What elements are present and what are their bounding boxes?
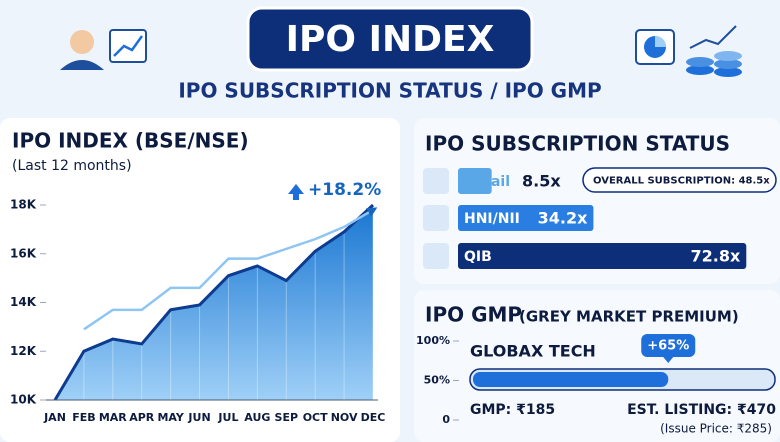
- bar: [458, 168, 492, 194]
- x-tick-label: MAR: [99, 411, 127, 424]
- y-tick-label: 100%: [416, 334, 450, 347]
- category-label: HNI/NII: [464, 211, 520, 227]
- value-label: 72.8x: [690, 247, 740, 266]
- x-tick-label: JUL: [217, 411, 238, 424]
- gmp-note: GMP: ₹185: [470, 402, 555, 418]
- icon-box: [423, 168, 449, 194]
- value-label: 34.2x: [538, 209, 588, 228]
- area: [55, 205, 373, 400]
- x-tick-label: FEB: [72, 411, 95, 424]
- y-tick-label: 12K: [10, 344, 37, 358]
- category-label: Retail: [464, 174, 510, 190]
- icon-box: [423, 243, 449, 269]
- value-pill: [641, 334, 696, 357]
- coins-icon: [686, 25, 742, 77]
- title-banner: [246, 6, 534, 72]
- chart-subtitle: (GREY MARKET PREMIUM): [519, 308, 739, 326]
- chart-icon: [109, 29, 147, 63]
- icon-box: [423, 205, 449, 231]
- y-tick-label: 0: [442, 413, 450, 426]
- person-icon: [60, 30, 104, 70]
- subscription-card: [414, 118, 780, 284]
- x-tick-label: JUN: [187, 411, 210, 424]
- annotation: +18.2%: [308, 180, 381, 200]
- line: [53, 203, 375, 401]
- x-tick-label: SEP: [275, 411, 299, 424]
- y-tick-label: 14K: [10, 295, 37, 309]
- y-tick-label: 16K: [10, 246, 37, 260]
- chart-subtitle: (Last 12 months): [12, 158, 132, 174]
- x-tick-label: NOV: [331, 411, 358, 424]
- gmp-card: [414, 290, 780, 442]
- value-label: 8.5x: [522, 172, 561, 191]
- y-tick-label: 50%: [424, 374, 450, 387]
- pill-pointer: [663, 357, 674, 363]
- chart-title: IPO INDEX (BSE/NSE): [12, 129, 249, 153]
- pie-icon: [635, 29, 675, 65]
- issue-price-note: (Issue Price: ₹285): [660, 422, 772, 436]
- y-tick-label: 18K: [10, 198, 37, 212]
- value-label: +65%: [647, 339, 689, 354]
- company-name: GLOBAX TECH: [470, 342, 596, 361]
- progress-bar: [473, 372, 669, 387]
- bar: [458, 205, 594, 231]
- up-arrow-icon: [288, 184, 304, 200]
- listing-note: EST. LISTING: ₹470: [627, 402, 776, 418]
- x-tick-label: JAN: [43, 411, 66, 424]
- y-tick-label: 10K: [10, 393, 37, 407]
- trend-line: [83, 207, 378, 331]
- overall-pill: [582, 167, 777, 193]
- x-tick-label: APR: [129, 411, 155, 424]
- x-tick-label: AUG: [244, 411, 270, 424]
- bar: [458, 243, 747, 269]
- x-tick-label: OCT: [303, 411, 328, 424]
- overall-subscription: OVERALL SUBSCRIPTION: 48.5x: [593, 176, 770, 187]
- page-title: IPO INDEX: [286, 19, 495, 60]
- category-label: QIB: [464, 249, 492, 265]
- chart-title: IPO GMP: [425, 303, 522, 327]
- chart-title: IPO SUBSCRIPTION STATUS: [425, 132, 730, 156]
- x-tick-label: MAY: [157, 411, 184, 424]
- page-subtitle: IPO SUBSCRIPTION STATUS / IPO GMP: [178, 79, 601, 103]
- x-tick-label: DEC: [361, 411, 386, 424]
